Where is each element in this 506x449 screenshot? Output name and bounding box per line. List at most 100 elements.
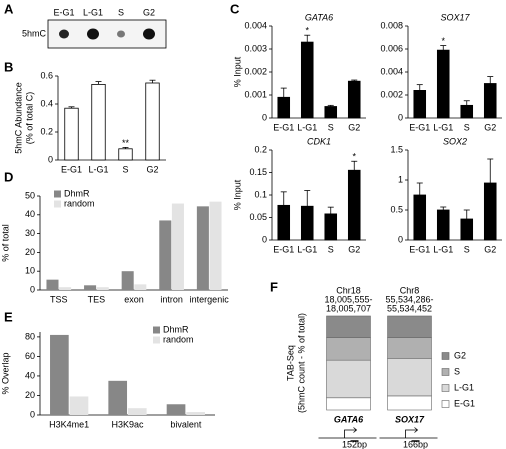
bar bbox=[186, 412, 205, 415]
bar bbox=[134, 284, 147, 290]
legend-swatch bbox=[441, 352, 450, 360]
x-tick-label: S bbox=[464, 122, 470, 132]
panel-label: F bbox=[270, 279, 278, 294]
tss-arrow bbox=[405, 427, 419, 438]
blot-dot bbox=[143, 28, 155, 40]
bar bbox=[436, 49, 450, 119]
tss-arrow bbox=[344, 427, 358, 438]
bar bbox=[413, 194, 427, 241]
x-tick-label: E-G1 bbox=[409, 244, 430, 254]
bar bbox=[166, 404, 186, 415]
legend-label: random bbox=[64, 198, 95, 208]
y-tick-label: 0.2 bbox=[254, 144, 267, 154]
lane-label: L-G1 bbox=[83, 7, 103, 17]
y-tick-label: 0 bbox=[30, 409, 35, 419]
y-tick-label: 0.15 bbox=[249, 167, 267, 177]
bar bbox=[69, 396, 89, 415]
x-tick-label: H3K9ac bbox=[111, 419, 144, 429]
amplicon-size: 152bp bbox=[342, 439, 367, 449]
blot-dot bbox=[87, 28, 99, 40]
y-tick-label: 0 bbox=[262, 234, 267, 244]
locus-label: 18,005,707 bbox=[326, 303, 371, 313]
x-tick-label: intron bbox=[160, 294, 183, 304]
x-tick-label: G2 bbox=[146, 164, 158, 174]
y-axis-label: % Overlap bbox=[0, 352, 10, 394]
bar-segment bbox=[387, 337, 432, 359]
legend-label: G2 bbox=[454, 350, 466, 360]
bar-segment bbox=[326, 397, 371, 411]
x-tick-label: L-G1 bbox=[88, 164, 108, 174]
bar bbox=[347, 80, 361, 119]
legend-label: S bbox=[454, 366, 460, 376]
bar bbox=[159, 220, 172, 290]
bar bbox=[118, 148, 133, 161]
y-axis-label: (5hmC count - % of total) bbox=[296, 313, 306, 413]
legend-swatch bbox=[441, 368, 450, 376]
blot-label: 5hmC bbox=[22, 28, 47, 38]
y-tick-label: 60 bbox=[25, 351, 35, 361]
y-tick-label: 0 bbox=[398, 112, 403, 122]
legend-swatch bbox=[153, 326, 160, 334]
x-tick-label: L-G1 bbox=[433, 122, 453, 132]
y-axis-label: % Input bbox=[232, 179, 242, 210]
y-tick-label: 0.004 bbox=[380, 66, 403, 76]
legend-swatch bbox=[153, 336, 160, 344]
locus-label: 55,534,452 bbox=[387, 303, 432, 313]
x-tick-label: L-G1 bbox=[297, 244, 317, 254]
y-tick-label: 40 bbox=[25, 370, 35, 380]
bar bbox=[196, 206, 209, 290]
y-axis-label: (% of total C) bbox=[24, 92, 34, 145]
chart-title: CDK1 bbox=[307, 136, 331, 146]
bar-segment bbox=[326, 315, 371, 338]
bar bbox=[277, 204, 291, 241]
bar bbox=[324, 106, 338, 119]
significance: * bbox=[305, 26, 309, 36]
lane-label: G2 bbox=[143, 7, 155, 17]
locus-label: 55,534,286- bbox=[385, 294, 433, 304]
x-tick-label: L-G1 bbox=[297, 122, 317, 132]
bar-segment bbox=[387, 357, 432, 397]
legend-swatch bbox=[54, 200, 61, 208]
bar bbox=[483, 83, 497, 119]
blot-dot bbox=[117, 30, 125, 38]
x-tick-label: E-G1 bbox=[273, 122, 294, 132]
bar bbox=[436, 209, 450, 241]
blot: 5hmC E-G1 L-G1 S G2 bbox=[22, 7, 167, 49]
bar-segment bbox=[326, 359, 371, 399]
lane-label: E-G1 bbox=[53, 7, 74, 17]
x-tick-label: E-G1 bbox=[273, 244, 294, 254]
bar bbox=[209, 201, 222, 290]
y-axis-label: % Input bbox=[232, 56, 242, 87]
amplicon-size: 166bp bbox=[403, 439, 428, 449]
bar bbox=[84, 285, 97, 290]
significance: ** bbox=[122, 138, 130, 148]
legend-label: DhmR bbox=[64, 188, 90, 198]
panel-label: A bbox=[4, 1, 14, 16]
blot-dot bbox=[59, 29, 69, 39]
y-tick-label: 0 bbox=[398, 234, 403, 244]
significance: * bbox=[441, 36, 445, 46]
x-tick-label: S bbox=[464, 244, 470, 254]
y-tick-label: 0.001 bbox=[244, 89, 267, 99]
bar bbox=[46, 279, 59, 290]
y-tick-label: 0 bbox=[262, 112, 267, 122]
bar bbox=[300, 205, 314, 241]
y-tick-label: 0.008 bbox=[380, 20, 403, 30]
bar-segment bbox=[387, 395, 432, 411]
y-tick-label: 50 bbox=[25, 190, 35, 200]
locus-label: Chr18 bbox=[336, 285, 361, 295]
legend-label: E-G1 bbox=[454, 398, 475, 408]
bar bbox=[108, 380, 128, 415]
locus-label: 18,005,555- bbox=[324, 294, 372, 304]
bar bbox=[171, 203, 184, 290]
y-axis-label: TAB-Seq bbox=[285, 345, 295, 381]
y-axis-label: % of total bbox=[0, 224, 10, 262]
legend-swatch bbox=[441, 384, 450, 392]
y-tick-label: 0.002 bbox=[244, 66, 267, 76]
y-tick-label: 0.004 bbox=[244, 20, 267, 30]
y-tick-label: 30 bbox=[25, 228, 35, 238]
bar bbox=[300, 41, 314, 119]
y-tick-label: 0.1 bbox=[254, 189, 267, 199]
bar bbox=[96, 287, 109, 290]
